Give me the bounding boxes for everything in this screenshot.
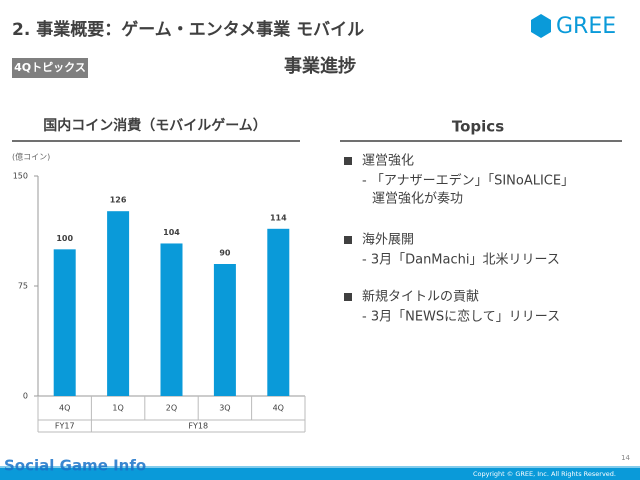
y-tick-label: 150 [13,172,28,181]
data-label: 126 [110,196,127,205]
copyright: Copyright © GREE, Inc. All Rights Reserv… [473,470,616,478]
bullet [344,157,352,165]
topics-title: Topics [452,118,504,136]
subtitle: 事業進捗 [284,55,356,77]
topic-heading: 運営強化 [362,154,414,169]
data-label: 104 [163,228,180,237]
bar [160,243,183,396]
bullet [344,293,352,301]
topic-heading: 新規タイトルの貢献 [362,289,479,305]
topic-line: - 3月「DanMachi」北米リリース [362,253,560,268]
bullet [344,236,352,244]
y-tick-label: 0 [23,392,28,401]
topic-line: - 3月「NEWSに恋して」リリース [362,309,560,325]
x-tick-label: 4Q [273,404,284,413]
x-tick-label: 3Q [219,404,230,413]
bar [53,249,76,396]
slide-title: 2. 事業概要：ゲーム・エンタメ事業 モバイル [12,19,364,40]
x-tick-label: 1Q [112,404,123,413]
group-label: FY17 [55,422,75,431]
x-tick-label: 4Q [59,404,70,413]
topic-line: - 「アナザーエデン」「SINoALICE」 [362,173,574,189]
page-number: 14 [621,454,630,462]
bar [267,228,290,396]
data-label: 114 [270,213,287,222]
tag: 4Qトピックス [14,61,86,74]
data-label: 100 [56,234,73,243]
logo-mark [531,14,551,38]
chart-title: 国内コイン消費（モバイルゲーム） [43,117,267,134]
y-tick-label: 75 [18,282,28,291]
data-label: 90 [219,249,231,258]
bar [107,211,130,396]
bar [213,264,236,396]
topic-line: 運営強化が奏功 [372,192,463,207]
watermark: Social Game Info [4,457,146,475]
x-tick-label: 2Q [166,404,177,413]
footer-bar [0,468,640,480]
tag-box [12,58,88,78]
group-label: FY18 [188,422,208,431]
logo: GREE [556,14,616,39]
topic-heading: 海外展開 [362,233,414,248]
y-label: (億コイン) [12,152,50,162]
